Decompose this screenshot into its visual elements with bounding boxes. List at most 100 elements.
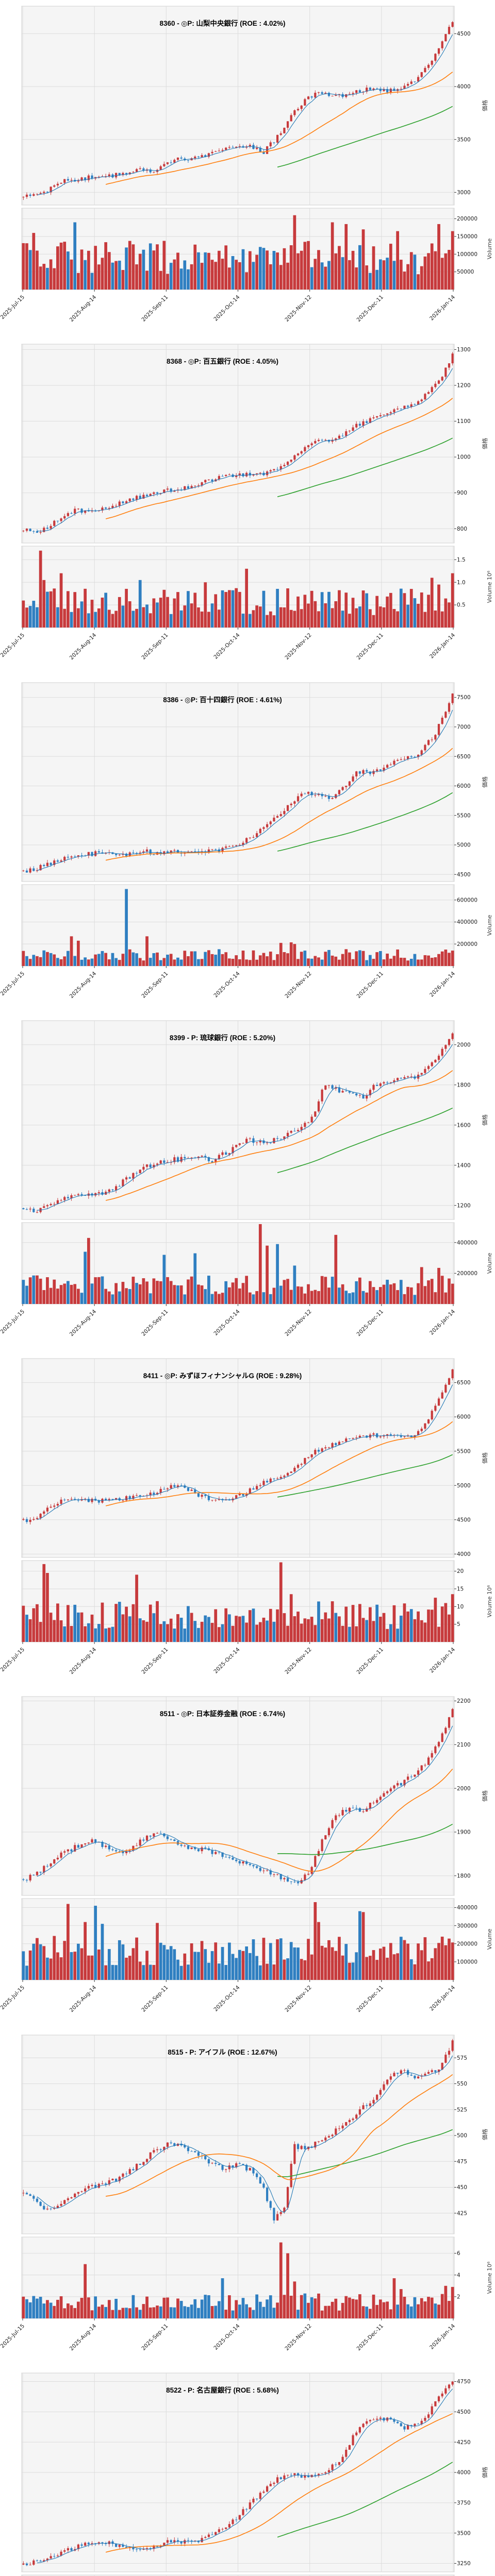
volume-bar — [121, 1614, 125, 1642]
volume-bar — [248, 2307, 252, 2318]
volume-bar — [59, 959, 63, 966]
candle-body — [386, 413, 389, 415]
candle-body — [108, 2180, 110, 2184]
candle-body — [286, 2187, 289, 2208]
volume-tick-label: 200000 — [457, 941, 477, 947]
volume-bar — [28, 1951, 32, 1980]
volume-bar — [145, 2296, 148, 2318]
ma-mid-line — [105, 398, 453, 520]
candle-body — [262, 152, 265, 154]
volume-bar — [214, 954, 218, 966]
volume-bar — [200, 1941, 204, 1980]
candle-body — [149, 1493, 152, 1496]
candle-body — [427, 2414, 430, 2418]
volume-bar — [361, 1912, 365, 1980]
volume-bar — [327, 1940, 331, 1980]
candle-body — [63, 516, 66, 519]
volume-bar — [179, 1618, 183, 1642]
volume-bar — [314, 956, 317, 966]
candle-body — [372, 1803, 375, 1804]
volume-bar — [67, 251, 70, 290]
candle-body — [276, 134, 279, 143]
volume-bar — [344, 1606, 348, 1642]
chart-title: 8411 - ◎P: みずほフィナンシャルG (ROE : 9.28%) — [143, 1371, 302, 1380]
volume-bar — [63, 2308, 67, 2318]
volume-bar — [183, 1629, 187, 1642]
candle-body — [352, 427, 354, 431]
volume-bar — [227, 590, 231, 628]
volume-bar — [386, 597, 389, 628]
volume-bar — [227, 1287, 231, 1304]
candle-body — [43, 192, 45, 193]
candle-body — [290, 1130, 292, 1133]
volume-bar — [386, 1279, 389, 1304]
candle-body — [369, 418, 371, 423]
ma-mid-line — [105, 2413, 453, 2553]
volume-bar — [235, 1958, 238, 1980]
volume-bar — [190, 2304, 193, 2318]
candle-body — [300, 2146, 303, 2149]
volume-bar — [258, 247, 262, 290]
volume-bar — [138, 253, 142, 290]
price-tick-label: 425 — [457, 2210, 467, 2216]
candle-body — [335, 1816, 337, 1821]
volume-bar — [49, 953, 53, 966]
volume-tick-label: 5 — [457, 1621, 460, 1628]
candle-body — [139, 2549, 141, 2550]
x-tick-label: 2026-Jan-14 — [428, 632, 456, 660]
volume-bar — [204, 2294, 207, 2318]
x-tick-label: 2025-Jul-15 — [0, 2323, 26, 2349]
volume-bar — [166, 2297, 169, 2318]
x-tick-label: 2025-Oct-14 — [212, 970, 241, 998]
candle-body — [84, 510, 87, 513]
volume-bar — [67, 1605, 70, 1642]
candle-body — [50, 1863, 52, 1867]
candle-body — [437, 1742, 440, 1747]
volume-bar — [22, 600, 25, 628]
candle-body — [317, 1450, 320, 1452]
volume-bar — [331, 1276, 334, 1304]
candle-body — [60, 182, 62, 184]
candle-body — [451, 22, 454, 27]
candle-body — [145, 1836, 148, 1841]
volume-bar — [389, 958, 392, 966]
candle-body — [444, 1385, 447, 1393]
candle-body — [139, 1495, 141, 1497]
candle-body — [39, 532, 42, 533]
x-tick-label: 2025-Sep-11 — [140, 1985, 169, 2013]
volume-bar — [59, 1285, 63, 1304]
volume-bar — [451, 1594, 454, 1642]
volume-bar — [437, 1267, 440, 1304]
candle-body — [304, 1874, 306, 1880]
candle-body — [269, 2484, 272, 2486]
candle-body — [448, 27, 451, 35]
candle-body — [156, 1493, 159, 1495]
candle-body — [128, 2169, 131, 2174]
candle-body — [448, 703, 451, 712]
volume-bar — [351, 2299, 355, 2318]
candle-body — [348, 2445, 351, 2450]
volume-bar — [314, 1902, 317, 1980]
candle-body — [125, 173, 128, 175]
volume-bar — [420, 266, 423, 290]
volume-bar — [427, 253, 430, 290]
volume-bar — [197, 607, 200, 628]
volume-bar — [361, 2306, 365, 2318]
candle-body — [201, 1495, 203, 1497]
volume-bar — [378, 1948, 382, 1980]
volume-bar — [39, 957, 42, 966]
candle-body — [383, 1793, 385, 1797]
candle-body — [97, 1192, 100, 1193]
volume-bar — [361, 229, 365, 290]
volume-bar — [111, 1965, 114, 1980]
volume-bar — [378, 951, 382, 966]
x-tick-label: 2025-Aug-14 — [69, 1647, 98, 1676]
candle-body — [252, 474, 255, 476]
volume-bar — [224, 592, 228, 628]
volume-bar — [279, 2242, 283, 2318]
volume-bar — [118, 260, 121, 290]
volume-bar — [448, 602, 451, 628]
volume-bar — [413, 1619, 417, 1642]
volume-bar — [241, 1616, 245, 1642]
volume-bar — [104, 2307, 108, 2318]
